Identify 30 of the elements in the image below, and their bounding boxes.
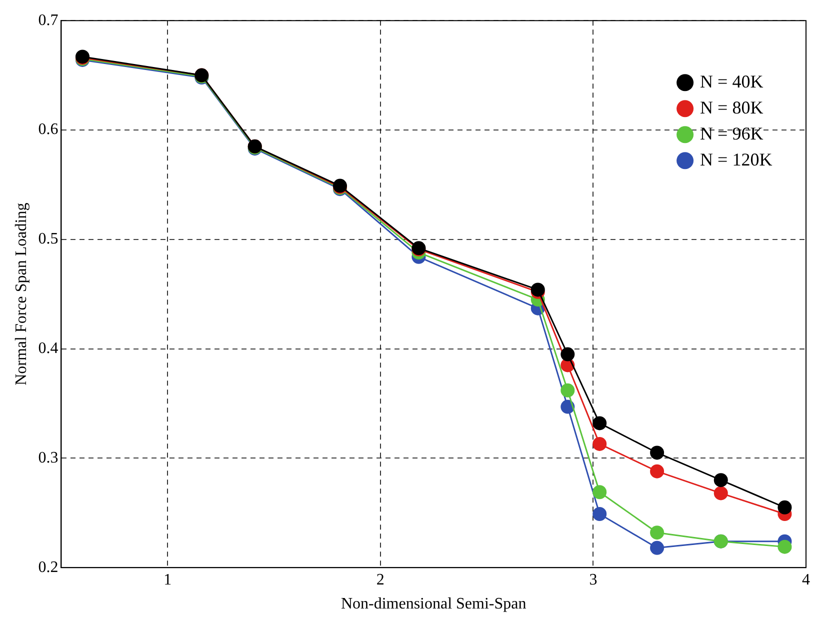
y-tick-label: 0.7 — [38, 12, 58, 29]
y-tick-label: 0.6 — [38, 121, 58, 138]
point — [650, 446, 664, 460]
point — [650, 526, 664, 540]
point — [592, 436, 607, 451]
point — [650, 540, 664, 555]
point — [714, 473, 728, 488]
point — [714, 486, 728, 500]
x-tick-label: 2 — [376, 571, 384, 588]
point — [560, 400, 575, 414]
point — [560, 347, 575, 362]
x-tick-label: 4 — [802, 571, 810, 588]
legend-label: N = 40K — [700, 71, 764, 92]
point — [778, 500, 792, 514]
point — [592, 416, 607, 430]
legend-label: N = 120K — [700, 149, 772, 170]
x-tick-label: 1 — [164, 571, 172, 588]
legend-label: N = 80K — [700, 97, 764, 118]
point — [592, 506, 607, 521]
y-tick-label: 0.2 — [38, 558, 58, 576]
y-tick-label: 0.3 — [38, 449, 58, 466]
point — [592, 485, 607, 500]
y-tick-label: 0.5 — [38, 230, 58, 248]
point — [650, 464, 664, 478]
y-tick-label: 0.4 — [38, 340, 58, 358]
point — [778, 540, 792, 554]
point — [560, 383, 575, 398]
x-axis-title: Non-dimensional Semi-Span — [340, 596, 526, 613]
x-tick-label: 3 — [589, 571, 598, 588]
y-axis-title: Normal Force Span Loading — [12, 202, 30, 386]
